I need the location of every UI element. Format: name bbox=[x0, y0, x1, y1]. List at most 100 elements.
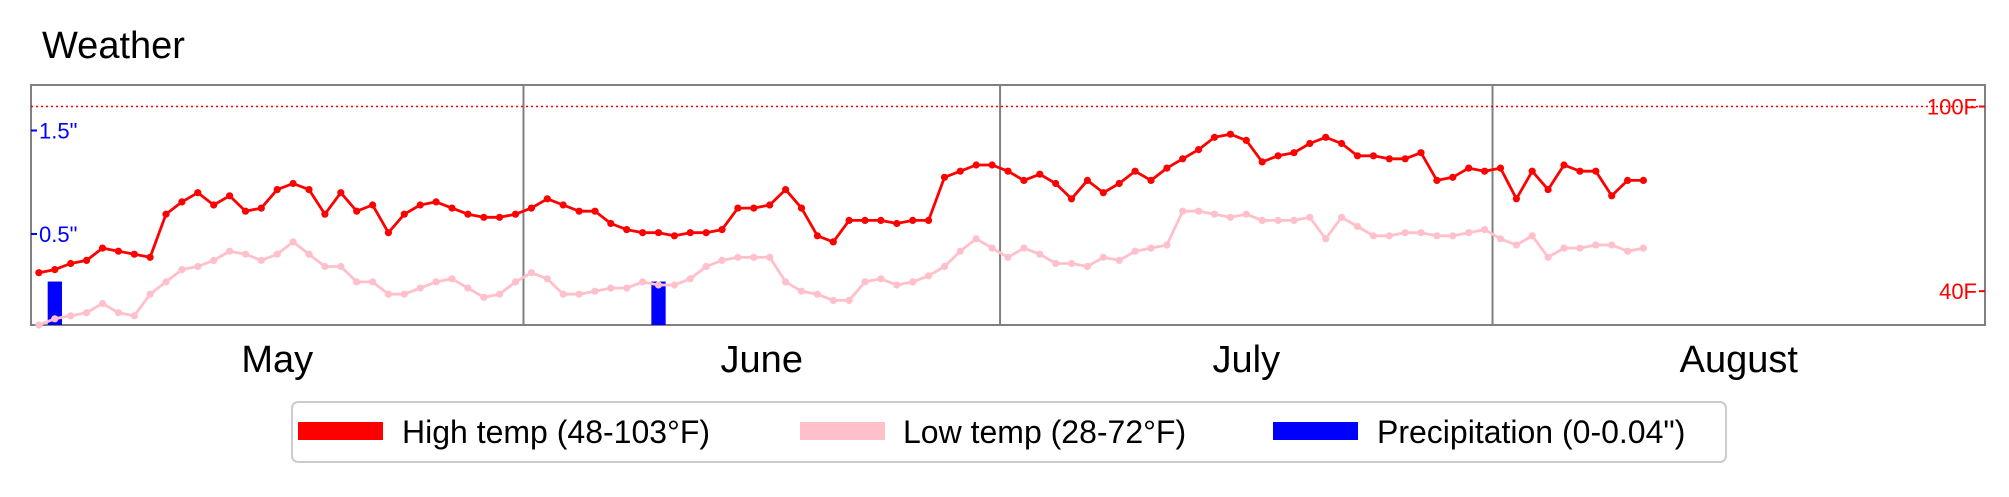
month-dividers bbox=[522, 85, 1494, 325]
low-temp-point bbox=[1322, 235, 1330, 243]
high-temp-point bbox=[416, 201, 424, 209]
high-temp-point bbox=[35, 269, 43, 277]
low-temp-point bbox=[464, 284, 472, 292]
low-temp-point bbox=[845, 296, 853, 304]
high-temp-point bbox=[527, 204, 536, 212]
high-temp-point bbox=[1322, 133, 1330, 141]
high-temp-point bbox=[972, 161, 980, 169]
precipitation-axis-ticks: 0.5" 1.5" bbox=[31, 119, 77, 247]
high-temp-point bbox=[829, 238, 837, 246]
high-temp-point bbox=[1496, 164, 1505, 172]
high-temp-point bbox=[1131, 167, 1139, 175]
low-temp-point bbox=[1210, 210, 1219, 218]
high-temp-point bbox=[353, 207, 361, 215]
low-temp-point bbox=[575, 290, 583, 298]
high-temp-point bbox=[734, 204, 742, 212]
high-temp-point bbox=[750, 204, 758, 212]
high-temp-point bbox=[464, 210, 472, 218]
month-label: June bbox=[721, 339, 803, 381]
low-temp-point bbox=[861, 278, 869, 286]
high-temp-point bbox=[1099, 189, 1107, 197]
legend-label-low: Low temp (28-72°F) bbox=[903, 414, 1186, 450]
series-line bbox=[38, 209, 1644, 327]
high-temp-point bbox=[1067, 195, 1076, 203]
high-temp-point bbox=[1147, 176, 1155, 184]
low-temp-point bbox=[384, 290, 392, 298]
low-temp-point bbox=[1131, 247, 1139, 255]
high-temp-point bbox=[1083, 176, 1091, 184]
high-temp-point bbox=[575, 207, 583, 215]
high-temp-point bbox=[162, 210, 170, 218]
high-temp-point bbox=[321, 210, 329, 218]
high-temp-point bbox=[813, 232, 822, 240]
high-temp-point bbox=[623, 226, 631, 234]
low-temp-point bbox=[766, 253, 774, 261]
high-temp-point bbox=[1036, 170, 1044, 178]
low-temp-point bbox=[1560, 244, 1568, 252]
low-temp-point bbox=[654, 281, 663, 289]
precipitation-bars bbox=[47, 281, 666, 325]
high-temp-point bbox=[1417, 149, 1425, 157]
low-temp-point bbox=[273, 250, 281, 258]
high-temp-point bbox=[1592, 167, 1600, 175]
low-temp-point bbox=[432, 278, 440, 286]
high-temp-point bbox=[1020, 176, 1028, 184]
plot-frame bbox=[30, 84, 1986, 326]
high-temp-point bbox=[273, 186, 281, 194]
high-temp-point bbox=[1560, 161, 1568, 169]
high-temp-point bbox=[1004, 167, 1012, 175]
high-temp-point bbox=[178, 198, 186, 206]
low-temp-point bbox=[114, 309, 122, 317]
month-label: May bbox=[241, 339, 313, 381]
high-temp-point bbox=[369, 201, 377, 209]
high-temp-point bbox=[241, 207, 250, 215]
high-temp-point bbox=[1210, 133, 1219, 141]
low-temp-point bbox=[83, 309, 91, 317]
high-temp-point bbox=[1639, 176, 1647, 184]
low-temp-point bbox=[1242, 210, 1250, 218]
low-temp-point bbox=[782, 278, 790, 286]
high-temp-point bbox=[257, 204, 265, 212]
low-temp-point bbox=[146, 290, 154, 298]
low-temp-point bbox=[210, 256, 218, 264]
low-temp-point bbox=[1274, 216, 1282, 224]
high-temp-point bbox=[305, 186, 313, 194]
high-temp-point bbox=[543, 195, 551, 203]
high-temp-point bbox=[607, 219, 615, 228]
high-temp-point bbox=[639, 229, 647, 237]
low-temp-point bbox=[400, 290, 408, 298]
high-temp-point bbox=[1226, 130, 1234, 138]
low-temp-point bbox=[257, 256, 265, 264]
high-temp-point bbox=[1401, 155, 1409, 163]
low-temp-point bbox=[1592, 241, 1600, 249]
precipitation-bar bbox=[651, 281, 666, 325]
high-temp-point bbox=[718, 226, 726, 234]
high-temp-point bbox=[591, 207, 599, 215]
low-temp-point bbox=[940, 262, 949, 271]
low-temp-point bbox=[702, 262, 710, 271]
high-temp-point bbox=[448, 204, 456, 212]
low-temp-point bbox=[1036, 250, 1044, 258]
high-temp-point bbox=[480, 213, 488, 221]
high-temp-point bbox=[1624, 176, 1632, 184]
high-temp-point bbox=[511, 210, 520, 218]
precip-tick-label: 0.5" bbox=[39, 222, 77, 247]
high-temp-point bbox=[686, 229, 694, 237]
high-temp-point bbox=[114, 247, 122, 255]
low-temp-point bbox=[194, 262, 202, 271]
high-temp-point bbox=[1544, 186, 1552, 194]
high-temp-point bbox=[1258, 158, 1266, 166]
low-temp-series bbox=[35, 207, 1647, 329]
high-temp-point bbox=[1274, 152, 1282, 160]
low-temp-point bbox=[511, 278, 520, 286]
high-temp-point bbox=[1433, 176, 1441, 184]
low-temp-point bbox=[591, 287, 599, 295]
high-temp-point bbox=[1306, 139, 1314, 148]
low-temp-point bbox=[1147, 244, 1155, 252]
low-temp-point bbox=[1576, 244, 1584, 252]
high-temp-point bbox=[1353, 152, 1362, 160]
low-temp-point bbox=[496, 290, 504, 298]
temperature-axis-ticks: 40F 100F bbox=[1927, 95, 1985, 304]
low-temp-point bbox=[226, 247, 234, 255]
